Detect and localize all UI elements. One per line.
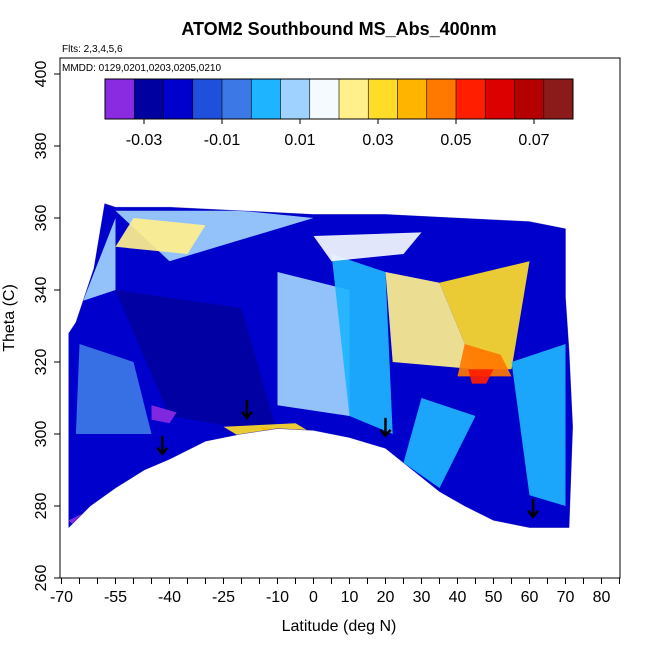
colorbar-segment	[163, 79, 194, 119]
colorbar-segment	[543, 79, 574, 119]
x-tick-label: 80	[593, 589, 611, 606]
heatmap-patch	[115, 218, 206, 254]
x-tick-label: 70	[557, 589, 575, 606]
heatmap-patch	[403, 398, 476, 488]
x-tick-label: 30	[413, 589, 431, 606]
colorbar-segment	[397, 79, 428, 119]
heatmap-patch	[439, 261, 530, 370]
heatmap-patch	[457, 344, 512, 377]
colorbar-segment	[222, 79, 252, 119]
y-axis: 260 280 300 320 340 360 380 400	[33, 61, 60, 592]
y-axis-label: Theta (C)	[1, 284, 18, 352]
y-tick-label: 360	[33, 205, 50, 232]
colorbar-segment	[339, 79, 369, 119]
colorbar-segment	[309, 79, 340, 119]
x-axis: -70 -55 -40 -25 -10 0 10 20 30 40 50 60 70 80	[50, 578, 620, 606]
x-tick-label: 40	[449, 589, 467, 606]
heatmap-patch	[385, 272, 476, 370]
colorbar-tick-label: 0.05	[440, 132, 471, 149]
x-tick-label: -10	[266, 589, 289, 606]
colorbar-tick-labels: -0.03 -0.01 0.01 0.03 0.05 0.07	[126, 119, 550, 149]
y-tick-label: 280	[33, 493, 50, 520]
heatmap-patch	[331, 254, 393, 434]
colorbar-tick-label: 0.07	[518, 132, 549, 149]
colorbar-tick-label: 0.03	[362, 132, 393, 149]
x-tick-label: -55	[104, 589, 127, 606]
data-outline	[68, 203, 574, 529]
heatmap-patch	[75, 344, 152, 434]
flights-subtitle: Flts: 2,3,4,5,6	[62, 44, 123, 55]
x-tick-label: 50	[485, 589, 503, 606]
x-tick-label: -70	[50, 589, 73, 606]
arrow-marker	[156, 435, 169, 456]
dates-subtitle: MMDD: 0129,0201,0203,0205,0210	[62, 63, 221, 74]
colorbar-segment	[514, 79, 545, 119]
y-tick-label: 380	[33, 133, 50, 160]
heatmap-patch	[468, 369, 494, 384]
heatmap-patch	[115, 290, 278, 434]
colorbar	[104, 78, 574, 120]
heatmap-patch	[277, 272, 350, 416]
heatmap-patch	[313, 232, 422, 262]
colorbar-tick-label: -0.03	[126, 132, 163, 149]
heatmap-patch	[511, 344, 566, 506]
y-tick-label: 320	[33, 349, 50, 376]
y-tick-label: 400	[33, 61, 50, 88]
plot-frame	[59, 57, 621, 579]
colorbar-tick-label: -0.01	[204, 132, 241, 149]
arrow-marker	[379, 417, 392, 438]
x-tick-label: -25	[212, 589, 235, 606]
colorbar-segment	[368, 79, 398, 119]
arrow-marker	[527, 498, 540, 519]
colorbar-segment	[134, 79, 164, 119]
arrow-marker	[240, 399, 253, 420]
colorbar-segment	[426, 79, 457, 119]
y-tick-label: 340	[33, 277, 50, 304]
x-tick-label: 10	[341, 589, 359, 606]
colorbar-frame	[104, 78, 574, 120]
chart-title: ATOM2 Southbound MS_Abs_400nm	[181, 19, 496, 39]
colorbar-tick-label: 0.01	[284, 132, 315, 149]
colorbar-segment	[251, 79, 281, 119]
colorbar-segment	[105, 79, 135, 119]
x-tick-label: 0	[309, 589, 318, 606]
arrow-markers	[156, 399, 540, 519]
y-tick-label: 260	[33, 565, 50, 592]
heatmap-patch	[151, 405, 177, 424]
colorbar-segment	[280, 79, 311, 119]
colorbar-segment	[485, 79, 515, 119]
x-tick-label: -40	[158, 589, 181, 606]
colorbar-segment	[192, 79, 223, 119]
x-axis-label: Latitude (deg N)	[282, 618, 397, 635]
x-tick-label: 20	[377, 589, 395, 606]
y-tick-label: 300	[33, 421, 50, 448]
heatmap-patch	[83, 218, 116, 301]
data-outline-path	[68, 203, 574, 529]
x-tick-label: 60	[521, 589, 539, 606]
colorbar-segment	[456, 79, 486, 119]
